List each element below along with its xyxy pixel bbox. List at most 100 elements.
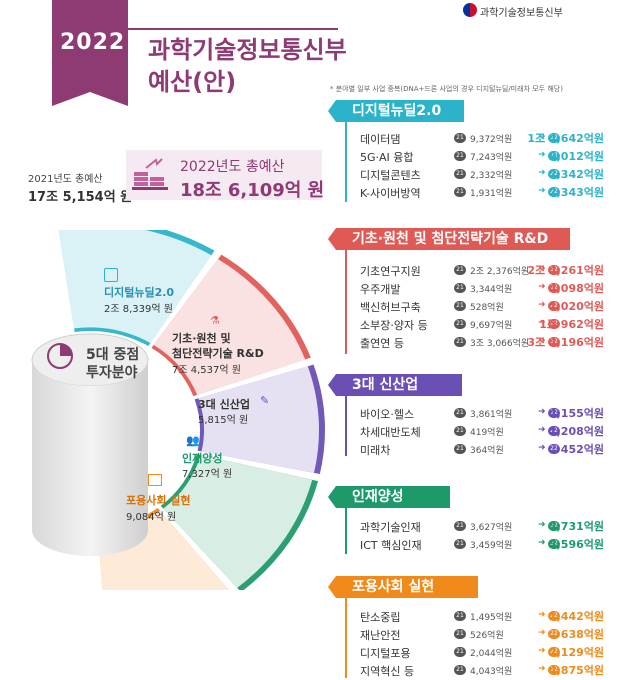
pie-label-talent: 인재양성 [182,452,223,465]
year-2021-badge: 21 [454,444,466,454]
arrow-icon: ➜ [538,520,546,530]
section-header: 기초·원천 및 첨단전략기술 R&D [328,228,570,250]
item-2022-value: 452억원 [560,443,604,456]
pie-value-rnd: 7조 4,537억 원 [172,365,241,376]
year-2022-badge: 22 [548,337,560,347]
section-rule [345,396,347,456]
year-2022-badge: 22 [548,629,560,639]
budget-row: K-사이버방역 21 1,931억원 ➜ 22 2,343억원 [360,184,610,202]
item-name: 미래차 [360,444,391,457]
pie-label-inclusive: 포용사회 실현 [126,494,191,507]
section-rule [345,250,347,354]
item-name: 백신허브구축 [360,301,421,314]
item-name: 디지털포용 [360,647,411,660]
year-2022-badge: 22 [548,426,560,436]
year-2022-badge: 22 [548,187,560,197]
item-2022-value: 2,342억원 [548,168,604,181]
arrow-icon: ➜ [538,264,546,274]
budget-row: 기초연구지원 21 2조 2,376억원 ➜ 22 2조 4,261억원 [360,262,610,280]
section-rule [345,508,347,554]
pie-label-newind: 3대 신산업 [198,398,250,411]
pie-segment-face [198,366,319,473]
year-2022-badge: 22 [548,301,560,311]
year-2021-badge: 21 [454,169,466,179]
pie-value-talent: 7,327억 원 [182,469,233,480]
year-2022-badge: 22 [548,319,560,329]
arrow-icon: ➜ [538,646,546,656]
year-2021-badge: 21 [454,133,466,143]
year-2022-badge: 22 [548,539,560,549]
item-name: 5G·AI 융합 [360,151,414,164]
item-2021-value: 1,495억원 [470,613,513,623]
item-2022-value: 1조 4,642억원 [527,132,604,145]
focus-area-diagram [31,230,325,590]
year-2021-badge: 21 [454,665,466,675]
item-name: 기초연구지원 [360,265,421,278]
year-2021-badge: 21 [454,539,466,549]
item-2022-value: 3,596억원 [548,538,604,551]
item-2022-value: 1,442억원 [548,610,604,623]
item-name: 출연연 등 [360,337,404,350]
item-2021-value: 7,243억원 [470,153,513,163]
item-2021-value: 3,459억원 [470,541,513,551]
budget-row: 미래차 21 364억원 ➜ 22 452억원 [360,441,610,459]
item-2022-value: 638억원 [560,628,604,641]
pie-label-rnd-1: 기초·원천 및 [172,332,231,345]
year-2022-badge: 22 [548,169,560,179]
page-subtitle: 예산(안) [148,68,237,96]
pie-value-newind: 5,815억 원 [198,415,249,426]
item-2021-value: 3,344억원 [470,285,513,295]
arrow-icon: ➜ [538,628,546,638]
budget-row: 탄소중립 21 1,495억원 ➜ 22 1,442억원 [360,608,610,626]
item-name: 소부장·양자 등 [360,319,428,332]
test-tube-icon: ✎ [260,394,270,407]
section-header: 인재양성 [328,486,450,508]
item-name: 차세대반도체 [360,426,421,439]
arrow-icon: ➜ [538,168,546,178]
prev-total-label: 2021년도 총예산 [28,174,103,185]
pie-segment-face [58,230,212,343]
item-2022-value: 3,731억원 [548,520,604,533]
item-2021-value: 2,332억원 [470,171,513,181]
focus-line2: 투자분야 [86,365,138,381]
year-2021-badge: 21 [454,283,466,293]
pie-segment-face [163,454,313,588]
arrow-icon: ➜ [538,443,546,453]
item-2021-value: 2조 2,376억원 [470,267,530,277]
year-2021-badge: 21 [454,629,466,639]
item-2022-value: 9,012억원 [548,150,604,163]
current-total-box [126,150,322,200]
section-header: 3대 신산업 [328,374,462,396]
section-rule [345,598,347,678]
year-2022-badge: 22 [548,647,560,657]
item-2021-value: 528억원 [470,303,504,313]
year-2021-badge: 21 [454,521,466,531]
item-name: 디지털콘텐츠 [360,169,421,182]
year-2022-badge: 22 [548,521,560,531]
year-2021-badge: 21 [454,647,466,657]
section-rule [345,122,347,202]
year-2022-badge: 22 [548,611,560,621]
item-2021-value: 419억원 [470,428,504,438]
item-2021-value: 364억원 [470,446,504,456]
government-emblem-icon [463,3,477,17]
arrow-icon: ➜ [538,538,546,548]
budget-row: 5G·AI 융합 21 7,243억원 ➜ 22 9,012억원 [360,148,610,166]
budget-row: 소부장·양자 등 21 9,697억원 ➜ 22 1조 962억원 [360,316,610,334]
item-2022-value: 1,208억원 [548,425,604,438]
year-2021-badge: 21 [454,611,466,621]
item-2022-value: 2조 4,261억원 [527,264,604,277]
arrow-icon: ➜ [538,610,546,620]
budget-row: 바이오·헬스 21 3,861억원 ➜ 22 4,155억원 [360,405,610,423]
pie-chart-icon [47,343,73,369]
item-2022-value: 3조 4,196억원 [527,336,604,349]
item-2022-value: 1,020억원 [548,300,604,313]
year-2021-badge: 21 [454,265,466,275]
item-name: 데이터댐 [360,133,401,146]
year-2022-badge: 22 [548,444,560,454]
prev-total-value: 17조 5,154억 원 [28,190,133,205]
page-title: 과학기술정보통신부 [148,36,347,64]
budget-row: 차세대반도체 21 419억원 ➜ 22 1,208억원 [360,423,610,441]
year-label: 2022 [60,30,126,55]
year-banner [52,0,128,106]
